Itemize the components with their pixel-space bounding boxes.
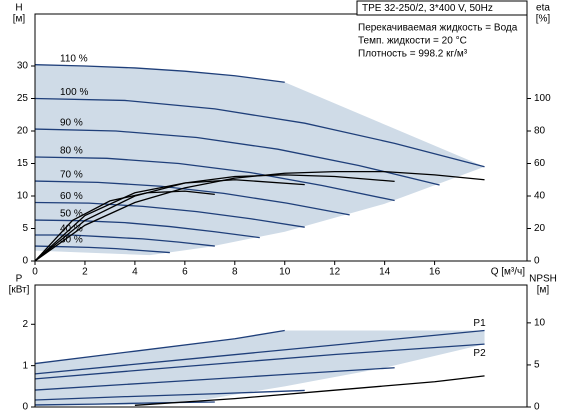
curve xyxy=(34,180,350,216)
curve xyxy=(34,190,215,262)
curve-label: 70 % xyxy=(60,170,83,181)
y2-tick-label: 100 xyxy=(534,93,551,104)
curve xyxy=(34,329,285,365)
curve xyxy=(34,97,485,168)
x-axis-label: Q [м³/ч] xyxy=(491,267,526,278)
y2-tick-label: 40 xyxy=(534,191,546,202)
x-tick-label: 12 xyxy=(329,267,341,278)
x-tick-label: 2 xyxy=(82,267,88,278)
curve xyxy=(34,128,440,186)
curve xyxy=(134,375,485,406)
curve-label: 90 % xyxy=(60,118,83,129)
y2-tick-label: 60 xyxy=(534,158,546,169)
y2-tick-label: 20 xyxy=(534,223,546,234)
y-tick-label: 2 xyxy=(22,319,28,330)
curve-label: 100 % xyxy=(60,87,88,98)
operating-range xyxy=(35,330,485,407)
plot-frame xyxy=(34,284,528,408)
y-tick-label: 25 xyxy=(17,93,29,104)
curve-label: 80 % xyxy=(60,146,83,157)
curve xyxy=(34,156,395,202)
chart-title: TPE 32-250/2, 3*400 V, 50Hz xyxy=(362,3,493,14)
y2-axis-unit: [м] xyxy=(537,285,550,296)
y2-tick-label: 5 xyxy=(534,360,540,371)
curve xyxy=(34,174,395,262)
curve-label: 30 % xyxy=(60,235,83,246)
curve xyxy=(34,389,305,401)
info-note: Плотность = 998.2 кг/м³ xyxy=(358,49,468,60)
y-tick-label: 10 xyxy=(17,191,29,202)
curve xyxy=(34,367,395,391)
curve xyxy=(34,343,485,380)
x-tick-label: 6 xyxy=(182,267,188,278)
y-tick-label: 15 xyxy=(17,158,29,169)
y-tick-label: 20 xyxy=(17,126,29,137)
y2-tick-label: 0 xyxy=(534,256,540,267)
y-axis-label: P xyxy=(16,274,23,285)
y-tick-label: 1 xyxy=(22,360,28,371)
curve-label: 60 % xyxy=(60,191,83,202)
curve xyxy=(34,201,305,228)
y2-tick-label: 0 xyxy=(534,402,540,413)
y2-axis-label: NPSH xyxy=(529,274,557,285)
x-tick-label: 0 xyxy=(32,267,38,278)
y-axis-label: H xyxy=(15,3,22,14)
y2-axis-label: eta xyxy=(536,3,550,14)
curve-label: P1 xyxy=(473,318,486,329)
curve-label: 110 % xyxy=(60,53,88,64)
plot-frame xyxy=(34,13,528,262)
curve-label: P2 xyxy=(473,348,486,359)
x-tick-label: 8 xyxy=(232,267,238,278)
curve xyxy=(35,234,215,247)
y2-axis-unit: [%] xyxy=(536,14,551,25)
curve xyxy=(34,179,305,262)
y2-tick-label: 80 xyxy=(534,126,546,137)
curve xyxy=(34,245,170,254)
y2-tick-label: 10 xyxy=(534,318,546,329)
operating-range xyxy=(35,64,485,256)
y-axis-unit: [кВт] xyxy=(9,285,30,296)
y-tick-label: 0 xyxy=(22,256,28,267)
y-tick-label: 30 xyxy=(17,61,29,72)
y-tick-label: 0 xyxy=(22,402,28,413)
x-tick-label: 16 xyxy=(429,267,441,278)
x-tick-label: 10 xyxy=(279,267,291,278)
curve xyxy=(34,329,485,375)
curve-label: 50 % xyxy=(60,209,83,220)
y-axis-unit: [м] xyxy=(13,14,26,25)
x-tick-label: 4 xyxy=(132,267,138,278)
info-note: Перекачиваемая жидкость = Вода xyxy=(358,23,518,34)
curve xyxy=(34,64,285,83)
y-tick-label: 5 xyxy=(22,223,28,234)
x-tick-label: 14 xyxy=(379,267,391,278)
info-note: Темп. жидкости = 20 °C xyxy=(358,36,467,47)
curve-label: 40 % xyxy=(60,224,83,235)
title-box xyxy=(356,0,528,16)
